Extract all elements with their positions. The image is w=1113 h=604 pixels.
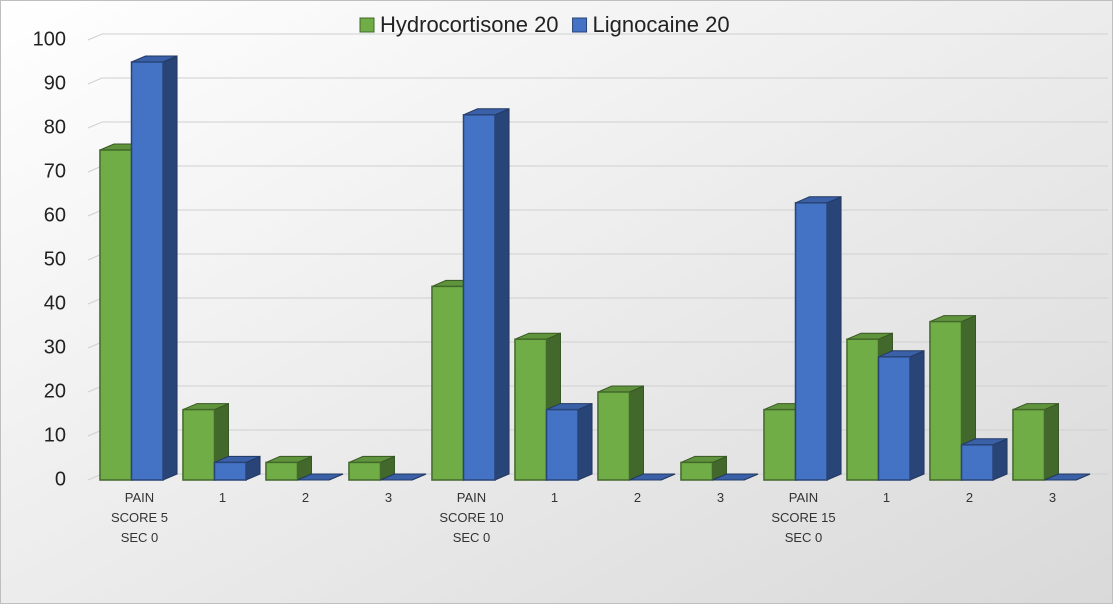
grid-line (87, 77, 1108, 85)
bar (265, 455, 312, 481)
bar-side (162, 55, 178, 481)
bar (380, 473, 427, 481)
legend-label: Hydrocortisone 20 (380, 12, 559, 37)
bar (130, 55, 178, 481)
bar-front (794, 202, 828, 481)
y-tick-label: 90 (44, 72, 66, 94)
bar-side (1044, 402, 1059, 481)
bar-front (680, 461, 714, 481)
x-tick-label: 1 (882, 490, 891, 505)
bar-front (1012, 408, 1046, 481)
y-tick-label: 80 (44, 116, 66, 138)
legend-swatch (572, 17, 588, 33)
x-tick-label: PAIN SCORE 5 SEC 0 (110, 490, 169, 545)
bar-front (182, 408, 216, 481)
bar-top (712, 473, 759, 481)
y-tick-label: 10 (44, 424, 66, 446)
bar (462, 108, 510, 481)
bar-top (297, 473, 344, 481)
bar (877, 350, 925, 481)
y-tick-label: 50 (44, 248, 66, 270)
x-tick-label: 1 (218, 490, 227, 505)
y-tick-label: 30 (44, 336, 66, 358)
x-tick-label: PAIN SCORE 10 SEC 0 (439, 490, 504, 545)
bar (182, 402, 229, 481)
grid-line (87, 33, 1108, 41)
bar-front (213, 461, 247, 481)
x-tick-label: 3 (716, 490, 725, 505)
bar (1012, 402, 1059, 481)
bar-front (265, 461, 299, 481)
x-tick-label: 3 (1048, 490, 1057, 505)
legend-label: Lignocaine 20 (593, 12, 730, 37)
bar (597, 385, 644, 481)
x-tick-label: 3 (384, 490, 393, 505)
x-tick-label: 2 (301, 490, 310, 505)
bar (213, 455, 261, 481)
bar-front (763, 408, 797, 481)
bar-front (348, 461, 382, 481)
y-tick-label: 20 (44, 380, 66, 402)
x-tick-label: 1 (550, 490, 559, 505)
bar (960, 438, 1008, 481)
bar-side (909, 350, 925, 481)
bar-side (826, 196, 842, 481)
bar-top (1044, 473, 1091, 481)
y-tick-label: 60 (44, 204, 66, 226)
bar-top (380, 473, 427, 481)
bar-front (846, 338, 880, 481)
y-tick-label: 40 (44, 292, 66, 314)
y-tick-label: 70 (44, 160, 66, 182)
bar-front (597, 391, 631, 481)
bar-front (462, 114, 496, 481)
bar-side (629, 385, 644, 481)
bar (794, 196, 842, 481)
x-tick-label: PAIN SCORE 15 SEC 0 (771, 490, 836, 545)
y-tick-label: 0 (55, 468, 66, 490)
bar-side (494, 108, 510, 481)
bar-side (577, 402, 593, 481)
bar-top (629, 473, 676, 481)
bar (348, 455, 395, 481)
y-tick-label: 100 (33, 28, 66, 50)
grid-line (87, 121, 1108, 129)
bar-front (960, 444, 994, 481)
bar-front (545, 408, 579, 481)
bar (1044, 473, 1091, 481)
bar (712, 473, 759, 481)
x-tick-label: 2 (965, 490, 974, 505)
bar-front (929, 320, 963, 481)
x-tick-label: 2 (633, 490, 642, 505)
bar (297, 473, 344, 481)
legend-swatch (359, 17, 375, 33)
bar (629, 473, 676, 481)
bar-front (514, 338, 548, 481)
bar (929, 314, 976, 481)
bar-front (130, 61, 164, 481)
bar (545, 402, 593, 481)
bar-front (431, 285, 465, 481)
bar-front (877, 356, 911, 481)
bar-side (992, 438, 1008, 481)
bar-front (99, 149, 133, 481)
